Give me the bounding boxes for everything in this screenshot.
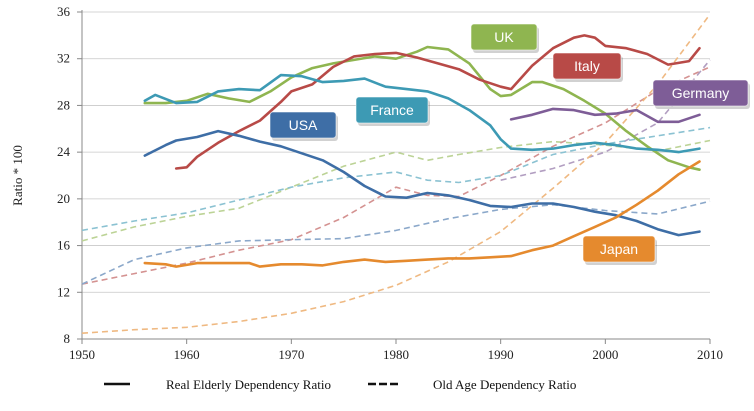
legend-solid-label: Real Elderly Dependency Ratio [166,377,331,392]
legend: Real Elderly Dependency Ratio Old Age De… [104,377,576,392]
x-tick-label-1970: 1970 [278,347,304,362]
series-uk-solid-line [143,45,701,171]
series-label-text: France [370,102,414,118]
series-usa-solid-line [143,129,701,237]
series-label-box [355,96,429,124]
x-tick-label-2000: 2000 [592,347,618,362]
series-france-dashed-line [81,126,711,232]
y-tick-label-20: 20 [57,191,70,206]
series-france-solid-line [143,73,701,154]
series-label-text: UK [494,29,514,45]
x-tick-label-1950: 1950 [69,347,95,362]
series-italy-solid-line [174,34,701,170]
y-axis-title: Ratio * 100 [10,145,25,206]
series-usa-dashed-line [81,200,711,285]
series-label-japan: Japan [582,235,657,265]
series-label-germany: Germany [652,79,750,109]
series-label-usa: USA [269,111,338,141]
x-tick-label-1990: 1990 [488,347,514,362]
legend-dashed-label: Old Age Dependency Ratio [433,377,576,392]
axis-layer: 8 12 16 20 24 28 32 36 1950 1960 1970 1980 1990 2000 2… [57,4,723,362]
series-label-box [269,111,337,139]
series-japan-solid-line [143,160,701,268]
series-label-box [582,235,656,263]
series-label-france: France [355,96,430,126]
series-label-box [652,79,749,107]
series-label-text: USA [289,117,318,133]
series-germany-solid-line [509,107,701,124]
series-label-box [470,23,538,51]
series-label-box [552,52,622,80]
y-tick-label-32: 32 [57,51,70,66]
series-uk-dashed-line [81,139,711,242]
y-tick-label-16: 16 [57,238,71,253]
series-label-text: Italy [574,58,600,74]
solid-series-layer [143,34,701,268]
x-tick-label-1960: 1960 [174,347,200,362]
y-tick-label-12: 12 [57,284,70,299]
series-italy-dashed-line [81,66,711,285]
y-tick-label-36: 36 [57,4,71,19]
series-label-text: Germany [672,85,730,101]
series-label-layer: UK Italy Germany France USA Japan [269,23,750,265]
series-label-italy: Italy [552,52,623,82]
x-tick-label-1980: 1980 [383,347,409,362]
series-label-uk: UK [470,23,539,53]
y-tick-label-24: 24 [57,144,71,159]
series-label-text: Japan [600,241,638,257]
y-tick-label-8: 8 [64,331,71,346]
y-tick-label-28: 28 [57,97,70,112]
x-tick-label-2010: 2010 [697,347,723,362]
